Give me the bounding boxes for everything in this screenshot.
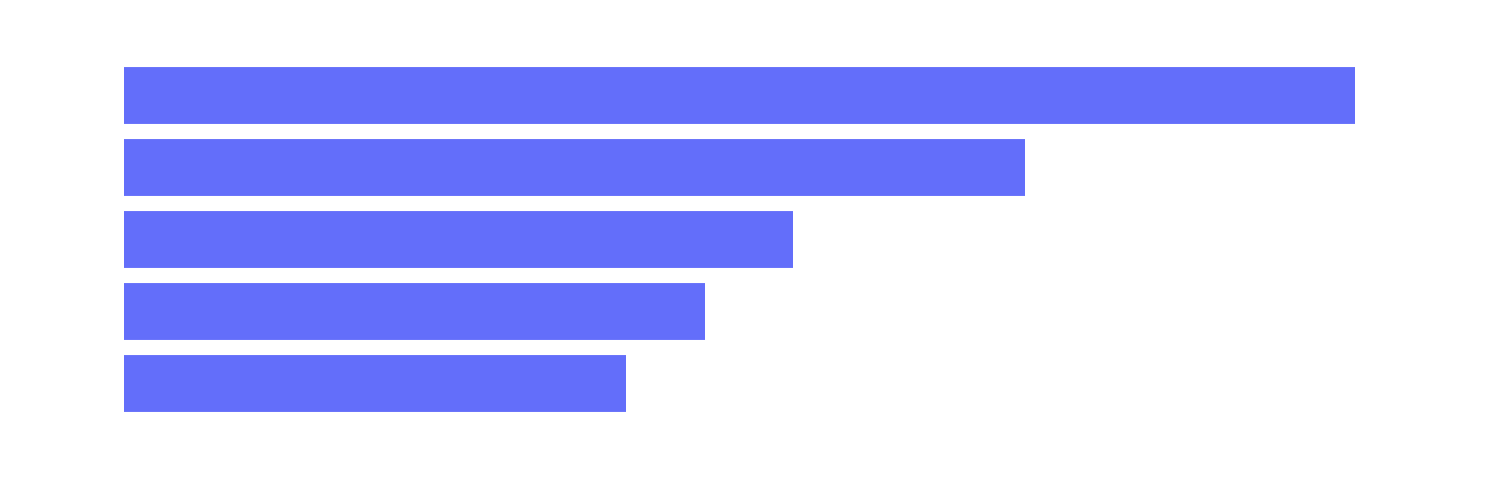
bar: [124, 211, 793, 268]
bar: [124, 355, 626, 412]
bar: [124, 283, 705, 340]
bar: [124, 67, 1355, 124]
bar: [124, 139, 1025, 196]
